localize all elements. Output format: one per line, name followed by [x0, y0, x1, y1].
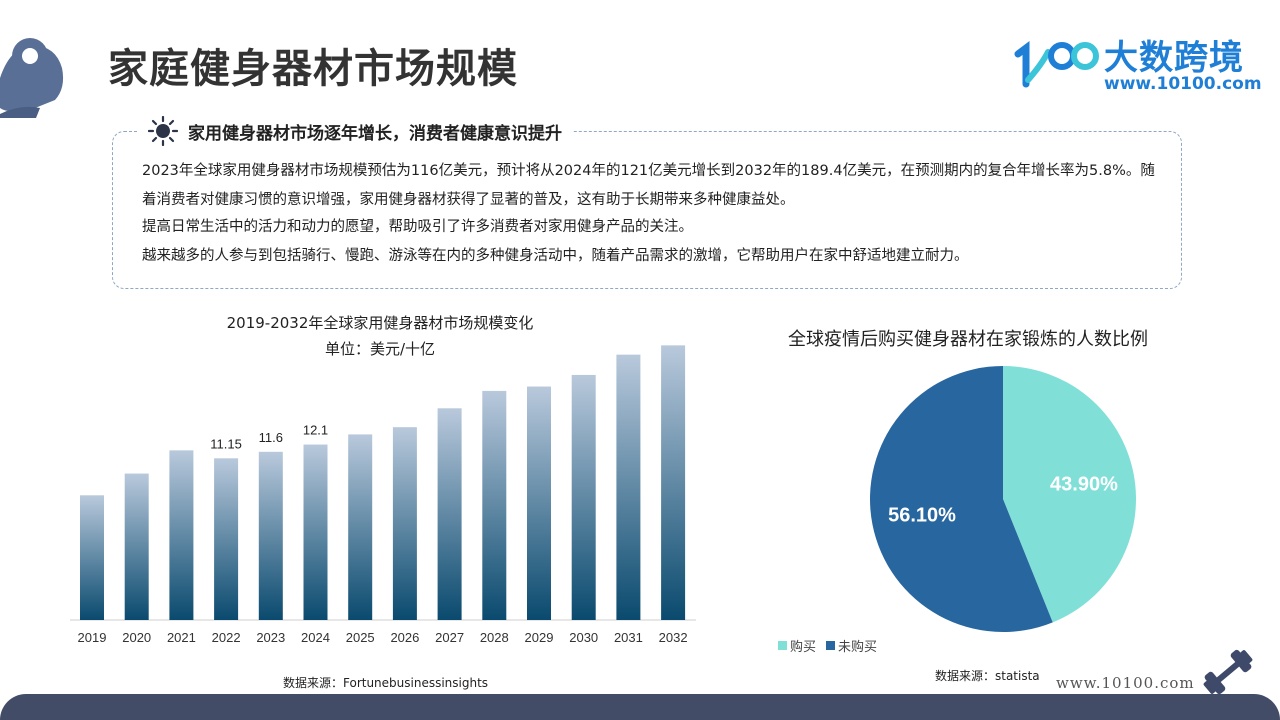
brand-name: 大数跨境 — [1104, 38, 1244, 78]
dumbbell-icon — [1203, 649, 1253, 695]
x-tick-label: 2024 — [301, 630, 330, 645]
summary-box — [112, 131, 1182, 289]
pie-chart: 43.90% 56.10% — [870, 366, 1137, 632]
legend-item-buy: 购买 — [778, 636, 816, 655]
bar-2027 — [437, 408, 462, 620]
bar-2029 — [527, 386, 551, 620]
x-tick-label: 2022 — [212, 630, 241, 645]
x-tick-label: 2028 — [480, 630, 509, 645]
bar-2022 — [214, 458, 239, 620]
data-label: 11.6 — [259, 430, 283, 445]
bar-2025 — [348, 434, 373, 620]
summary-paragraph: 提高日常生活中的活力和动力的愿望，帮助吸引了许多消费者对家用健身产品的关注。 — [142, 219, 693, 235]
x-tick-label: 2031 — [614, 630, 643, 645]
brand-url: www.10100.com — [1104, 74, 1262, 94]
summary-paragraph: 越来越多的人参与到包括骑行、慢跑、游泳等在内的多种健身活动中，随着产品需求的激增… — [142, 248, 969, 264]
bar-2023 — [258, 451, 283, 620]
pie-chart-title: 全球疫情后购买健身器材在家锻炼的人数比例 — [788, 329, 1148, 350]
x-tick-label: 2030 — [569, 630, 598, 645]
data-label: 12.1 — [303, 423, 328, 438]
x-tick-label: 2025 — [346, 630, 375, 645]
bar-chart-title: 2019-2032年全球家用健身器材市场规模变化 — [226, 314, 534, 332]
pie-data-label: 56.10% — [888, 505, 956, 527]
x-tick-label: 2027 — [435, 630, 464, 645]
bar-2020 — [124, 473, 149, 620]
brand-logo: 大数跨境 www.10100.com — [1012, 30, 1262, 96]
legend-swatch — [778, 641, 787, 650]
bar-2030 — [571, 374, 596, 620]
x-tick-label: 2019 — [78, 630, 107, 645]
page-title: 家庭健身器材市场规模 — [108, 46, 518, 92]
legend-label: 未购买 — [838, 640, 878, 655]
x-tick-label: 2023 — [256, 630, 285, 645]
bar-2028 — [482, 390, 507, 620]
bar-chart-subtitle: 单位：美元/十亿 — [324, 340, 436, 358]
data-label: 11.15 — [210, 436, 242, 451]
pie-legend: 购买 未购买 — [778, 636, 877, 655]
x-tick-label: 2029 — [525, 630, 554, 645]
summary-heading: 家用健身器材市场逐年增长，消费者健康意识提升 — [138, 116, 572, 146]
bar-2019 — [80, 495, 104, 620]
sun-icon — [148, 116, 178, 146]
summary-paragraph: 2023年全球家用健身器材市场规模预估为116亿美元，预计将从2024年的121… — [142, 163, 1155, 208]
x-tick-label: 2032 — [659, 630, 688, 645]
footer-bar — [0, 694, 1280, 720]
bar-2026 — [392, 427, 417, 620]
pie-chart-source: 数据来源：statista — [935, 669, 1040, 683]
x-tick-label: 2026 — [390, 630, 419, 645]
legend-item-not-buy: 未购买 — [826, 636, 877, 655]
summary-title: 家用健身器材市场逐年增长，消费者健康意识提升 — [188, 123, 562, 144]
legend-label: 购买 — [790, 640, 817, 655]
bar-chart-source: 数据来源：Fortunebusinessinsights — [283, 676, 489, 690]
logo-100-icon — [1014, 41, 1099, 88]
legend-swatch — [826, 641, 836, 650]
bar-2032 — [661, 345, 686, 620]
bar-chart: 2019 2020 2021 2022 11.15 2023 11.6 2024 12.1 202… — [70, 345, 696, 645]
x-tick-label: 2021 — [167, 630, 196, 645]
mascot-icon — [0, 38, 64, 118]
footer-url: www.10100.com — [1056, 674, 1195, 692]
bar-2031 — [616, 354, 641, 620]
pie-slice-buy — [1003, 366, 1137, 623]
bar-2021 — [169, 450, 194, 620]
pie-slice-not-buy — [870, 366, 1053, 632]
pie-data-label: 43.90% — [1050, 473, 1118, 495]
bar-2024 — [303, 444, 328, 620]
x-tick-label: 2020 — [122, 630, 151, 645]
